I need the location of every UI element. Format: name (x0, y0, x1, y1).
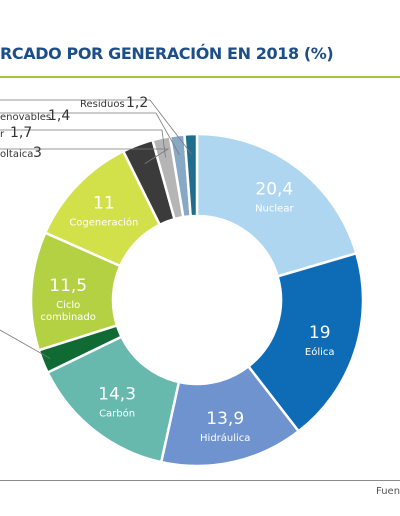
category-label-r: r (0, 129, 5, 140)
category-label-cogeneracion-6: Cogeneración (69, 217, 138, 229)
value-label-residuos: 1,2 (126, 95, 148, 111)
leader-line-unlabeled (0, 329, 51, 359)
category-label-ciclo-combinado-5-b: combinado (40, 312, 95, 323)
category-label-residuos: Residuos (80, 99, 125, 110)
title-rule (0, 76, 400, 78)
slice-eolica-1 (246, 251, 365, 434)
leader-line-enovables-9 (0, 112, 180, 156)
chart-title: RCADO POR GENERACIÓN EN 2018 (%) (0, 44, 334, 63)
bottom-rule (0, 480, 400, 481)
source-note: Fuen (376, 486, 400, 497)
value-label-carbon-3: 14,3 (98, 384, 136, 404)
value-label-nuclear-0: 20,4 (255, 180, 293, 200)
value-label-fotovoltaica: 3 (33, 145, 42, 161)
category-label-eolica-1: Eólica (305, 346, 335, 358)
category-label-fotovoltaica: oltaica (0, 149, 33, 160)
leader-line-residuos-10 (0, 99, 192, 155)
leader-line-oltaica-7 (0, 148, 170, 164)
value-label-renovables: 1,4 (48, 108, 70, 124)
category-label-renovables: enovables (0, 112, 51, 123)
leader-lines (0, 99, 192, 359)
category-label-carbon-3: Carbón (99, 407, 135, 419)
slice-nuclear-0 (195, 132, 358, 278)
category-label-ciclo-combinado-5-a: Ciclo (56, 300, 80, 311)
category-label-nuclear-0: Nuclear (255, 204, 294, 215)
value-label-hidraulica-2: 13,9 (206, 409, 244, 429)
value-label-r: 1,7 (10, 125, 32, 141)
value-label-ciclo-combinado-5: 11,5 (49, 276, 87, 296)
slice-labels: 20,4 Nuclear 19 Eólica 13,9 Hidráulica 14,3 Car… (0, 95, 335, 444)
category-label-hidraulica-2: Hidráulica (200, 432, 250, 444)
donut-slices (29, 132, 365, 468)
value-label-eolica-1: 19 (309, 323, 331, 343)
leader-line-r-8 (0, 129, 166, 158)
slice-residuos-10 (183, 132, 199, 218)
value-label-cogeneracion-6: 11 (93, 194, 115, 214)
